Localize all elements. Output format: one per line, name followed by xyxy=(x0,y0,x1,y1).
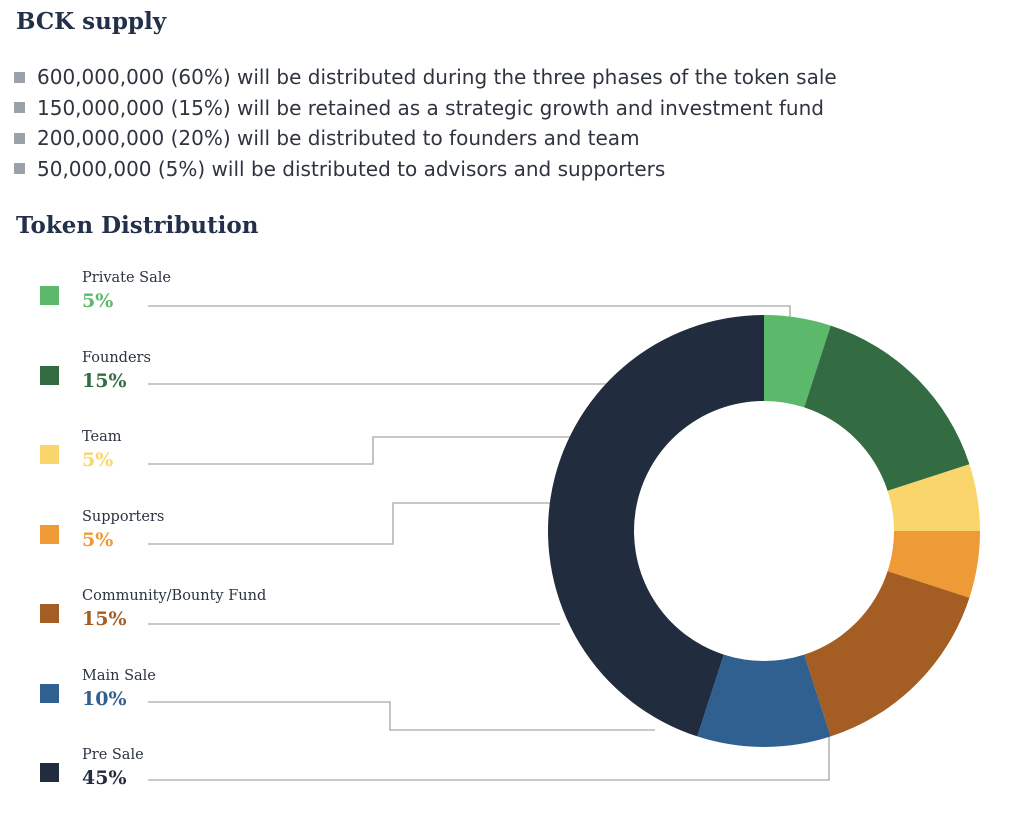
leader-line xyxy=(148,701,655,731)
legend-swatch xyxy=(40,524,59,544)
donut-slice-supporters xyxy=(887,531,980,598)
legend-value: 5% xyxy=(82,449,114,471)
legend-value: 10% xyxy=(82,687,127,710)
supply-list: 600,000,000 (60%) will be distributed du… xyxy=(14,62,837,184)
legend-value: 5% xyxy=(82,528,114,551)
square-bullet-icon xyxy=(14,163,25,175)
legend-label: Team xyxy=(82,429,122,445)
supply-title: BCK supply xyxy=(16,8,167,35)
square-bullet-icon xyxy=(14,132,25,144)
chart-title: Token Distribution xyxy=(16,212,259,239)
donut-slice-founders xyxy=(804,325,970,491)
legend-value: 15% xyxy=(82,608,127,630)
legend-swatch xyxy=(40,286,59,305)
leader-line xyxy=(148,502,556,545)
supply-item-text: 200,000,000 (20%) will be distributed to… xyxy=(37,126,640,151)
legend-swatch xyxy=(40,365,59,385)
list-item: 50,000,000 (5%) will be distributed to a… xyxy=(14,154,837,185)
supply-item-text: 50,000,000 (5%) will be distributed to a… xyxy=(37,156,666,181)
donut-slice-private-sale xyxy=(764,315,831,408)
leader-line xyxy=(148,305,791,325)
legend-swatch xyxy=(40,445,59,464)
legend-label: Community/Bounty Fund xyxy=(82,588,267,604)
leader-line xyxy=(148,735,830,781)
square-bullet-icon xyxy=(14,102,25,114)
legend-value: 45% xyxy=(82,767,127,789)
legend-label: Main Sale xyxy=(82,667,156,684)
legend-swatch xyxy=(40,604,59,623)
supply-item-text: 150,000,000 (15%) will be retained as a … xyxy=(37,95,824,120)
legend-label: Supporters xyxy=(82,508,165,525)
supply-item-text: 600,000,000 (60%) will be distributed du… xyxy=(37,65,837,90)
list-item: 200,000,000 (20%) will be distributed to… xyxy=(14,123,837,154)
leader-line xyxy=(148,436,570,465)
legend-value: 15% xyxy=(82,369,127,392)
legend-swatch xyxy=(40,763,59,782)
legend-label: Private Sale xyxy=(82,270,171,286)
legend-label: Pre Sale xyxy=(82,747,144,763)
legend-swatch xyxy=(40,683,59,703)
legend-label: Founders xyxy=(82,349,151,366)
donut-slice-community-bounty-fund xyxy=(804,571,970,737)
list-item: 150,000,000 (15%) will be retained as a … xyxy=(14,93,837,124)
square-bullet-icon xyxy=(14,71,25,83)
donut-slice-pre-sale xyxy=(548,315,764,737)
donut-slice-team xyxy=(887,464,980,531)
legend-value: 5% xyxy=(82,290,114,312)
donut-slice-main-sale xyxy=(697,654,831,747)
list-item: 600,000,000 (60%) will be distributed du… xyxy=(14,62,837,93)
